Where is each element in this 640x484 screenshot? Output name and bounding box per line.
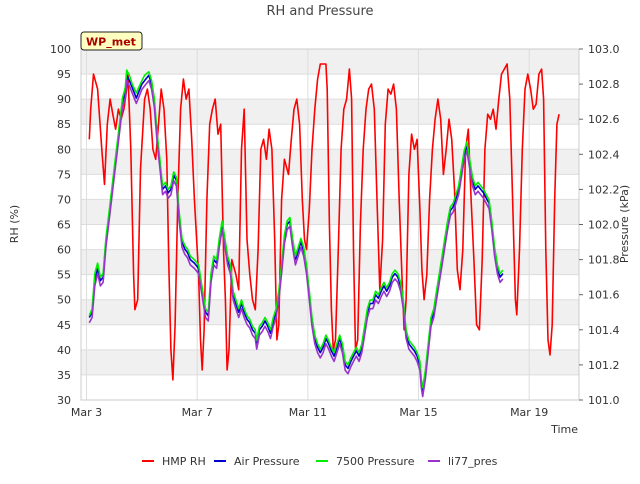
grid-band	[81, 149, 579, 175]
y-tick-label-left: 40	[57, 344, 71, 357]
legend-label-0: HMP RH	[162, 455, 206, 468]
series-line-3	[88, 79, 504, 398]
legend-label-3: li77_pres	[448, 455, 498, 468]
y-tick-label-left: 30	[57, 394, 71, 407]
grid-band	[81, 49, 579, 75]
y-tick-label-right: 101.2	[588, 359, 620, 372]
y-tick-label-right: 102.8	[588, 78, 620, 91]
x-tick-label: Mar 3	[71, 406, 102, 419]
y-tick-label-right: 101.6	[588, 289, 620, 302]
chart-title: RH and Pressure	[266, 4, 373, 19]
y-tick-label-right: 101.0	[588, 394, 620, 407]
y-tick-label-right: 101.4	[588, 324, 620, 337]
y-tick-label-left: 85	[57, 118, 71, 131]
y-tick-label-left: 60	[57, 244, 71, 257]
y-tick-label-right: 102.4	[588, 148, 620, 161]
x-tick-label: Mar 15	[399, 406, 437, 419]
y-tick-label-right: 102.0	[588, 219, 620, 232]
y-tick-label-left: 55	[57, 269, 71, 282]
site-badge: WP_met	[80, 31, 143, 51]
y-tick-label-left: 70	[57, 193, 71, 206]
y-tick-label-left: 75	[57, 168, 71, 181]
y-tick-label-right: 103.0	[588, 43, 620, 56]
y-tick-label-right: 101.8	[588, 254, 620, 267]
y-tick-label-right: 102.2	[588, 183, 620, 196]
y-tick-label-left: 35	[57, 369, 71, 382]
y-tick-label-left: 50	[57, 294, 71, 307]
x-axis-label: Time	[550, 423, 578, 436]
y-tick-label-left: 80	[57, 143, 71, 156]
grid-band	[81, 299, 579, 325]
y-axis-label-left: RH (%)	[8, 205, 21, 243]
legend-label-1: Air Pressure	[234, 455, 300, 468]
y-tick-label-right: 102.6	[588, 113, 620, 126]
x-tick-label: Mar 7	[182, 406, 213, 419]
series-line-2	[88, 69, 504, 389]
legend: HMP RH Air Pressure 7500 Pressure li77_pres	[142, 455, 498, 468]
y-tick-label-left: 65	[57, 219, 71, 232]
y-axis-label-right: Pressure (kPa)	[618, 185, 631, 263]
y-tick-label-left: 100	[50, 43, 71, 56]
x-tick-label: Mar 19	[510, 406, 548, 419]
y-tick-label-left: 45	[57, 319, 71, 332]
y-tick-label-left: 90	[57, 93, 71, 106]
site-badge-label: WP_met	[86, 36, 136, 49]
x-tick-label: Mar 11	[289, 406, 327, 419]
series-line-0	[88, 63, 560, 381]
legend-label-2: 7500 Pressure	[336, 455, 415, 468]
y-tick-label-left: 95	[57, 68, 71, 81]
